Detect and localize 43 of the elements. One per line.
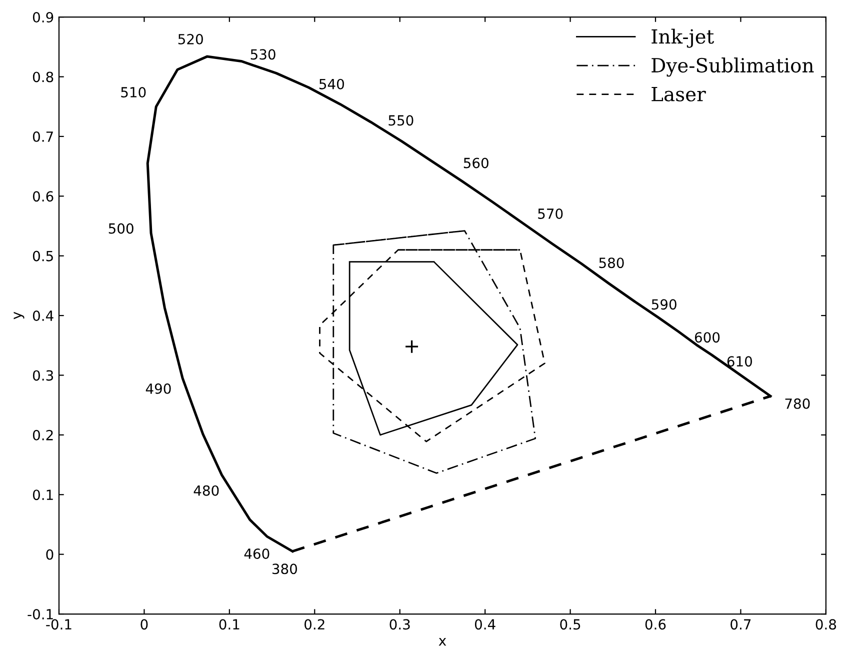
y-tick-label: 0.8 xyxy=(32,72,54,82)
annotation: 460 xyxy=(244,548,270,559)
annotation: 540 xyxy=(319,78,344,90)
legend-label: Laser xyxy=(652,86,706,102)
x-tick-label: 0 xyxy=(140,619,148,630)
x-tick-label: 0.8 xyxy=(816,619,836,630)
x-tick-label: 0.5 xyxy=(560,619,580,630)
annotation: 550 xyxy=(388,115,414,126)
annotation: 530 xyxy=(250,49,276,60)
annotation: 590 xyxy=(652,299,676,310)
annotation: 560 xyxy=(464,158,488,168)
annotation: 490 xyxy=(146,383,171,394)
y-tick-label: 0.5 xyxy=(32,250,53,262)
annotation: 510 xyxy=(121,86,146,98)
annotation: 610 xyxy=(727,356,752,367)
y-tick-label: 0.7 xyxy=(32,131,53,142)
annotation: 780 xyxy=(785,398,810,409)
annotation: 600 xyxy=(694,332,720,343)
x-tick-label: -0.1 xyxy=(46,619,72,630)
y-tick-label: -0.1 xyxy=(28,608,53,620)
x-tick-label: 0.6 xyxy=(645,619,666,630)
annotation: 480 xyxy=(194,485,219,496)
legend-label: Dye-Sublimation xyxy=(652,58,814,77)
x-tick-label: 0.2 xyxy=(304,619,324,630)
annotation: 570 xyxy=(538,208,563,219)
y-tick-label: 0.4 xyxy=(32,310,54,322)
annotation: 500 xyxy=(108,223,134,234)
y-tick-label: 0.6 xyxy=(32,191,54,202)
y-axis-title: y xyxy=(14,312,24,320)
x-tick-label: 0.7 xyxy=(730,619,751,630)
annotation: 520 xyxy=(178,34,203,44)
y-tick-label: 0.2 xyxy=(32,430,53,440)
legend-label: Ink-jet xyxy=(652,28,714,48)
y-tick-label: 0 xyxy=(46,549,54,560)
annotation: 380 xyxy=(272,564,298,574)
x-tick-label: 0.1 xyxy=(219,619,240,630)
annotation: 580 xyxy=(599,258,624,268)
y-tick-label: 0.1 xyxy=(32,490,53,500)
x-tick-label: 0.3 xyxy=(390,619,410,630)
y-tick-label: 0.9 xyxy=(32,12,54,23)
x-tick-label: 0.4 xyxy=(474,619,496,630)
x-axis-title: x xyxy=(438,638,446,646)
y-tick-label: 0.3 xyxy=(32,370,54,381)
